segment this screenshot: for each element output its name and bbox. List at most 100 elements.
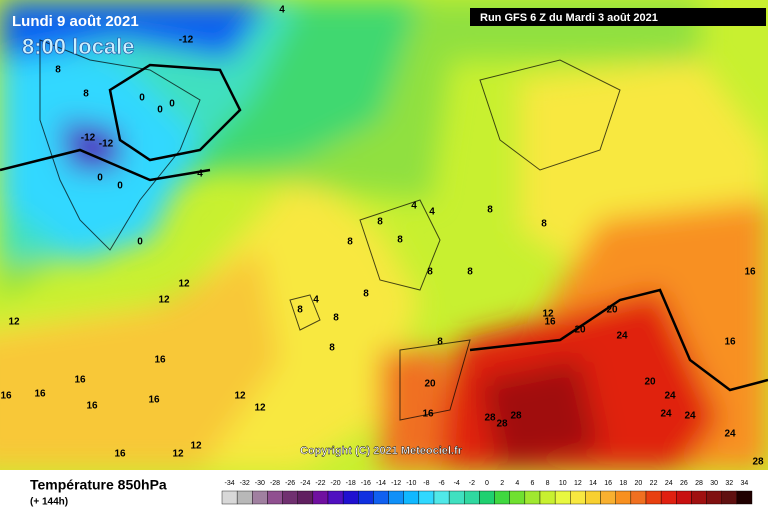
copyright: Copyright (C) 2021 Meteociel.fr xyxy=(300,445,463,457)
contour-label: 28 xyxy=(510,411,522,422)
contour-label: 28 xyxy=(496,419,508,430)
contour-label: 8 xyxy=(427,267,433,278)
scale-swatch xyxy=(509,490,526,505)
run-box xyxy=(470,8,766,26)
scale-label: 4 xyxy=(515,480,519,487)
scale-label: -10 xyxy=(406,480,416,487)
scale-label: 2 xyxy=(500,480,504,487)
contour-label: 16 xyxy=(34,389,46,400)
contour-label: 4 xyxy=(429,207,435,218)
contour-label: 8 xyxy=(347,237,353,248)
contour-label: 12 xyxy=(254,403,266,414)
contour-label: 4 xyxy=(279,5,285,16)
contour-label: 12 xyxy=(542,309,554,320)
contour-label: 16 xyxy=(544,317,556,328)
scale-label: 34 xyxy=(741,480,749,487)
scale-label: 18 xyxy=(619,480,627,487)
scale-swatch xyxy=(373,490,389,505)
contour-label: 12 xyxy=(190,441,202,452)
scale-label: 20 xyxy=(635,480,643,487)
scale-label: -20 xyxy=(331,480,341,487)
scale-swatch xyxy=(479,490,495,505)
local-time: 8:00 locale xyxy=(22,34,135,59)
scale-swatch xyxy=(267,490,283,505)
scale-label: -22 xyxy=(315,480,325,487)
scale-label: 16 xyxy=(604,480,612,487)
contour-label: 24 xyxy=(724,429,736,440)
scale-label: -12 xyxy=(391,480,401,487)
contour-label: -12 xyxy=(99,139,114,150)
contour-label: 0 xyxy=(157,105,163,116)
scale-label: 32 xyxy=(725,480,733,487)
scale-label: -32 xyxy=(240,480,250,487)
scale-swatch xyxy=(615,490,632,505)
scale-label: 26 xyxy=(680,480,688,487)
scale-label: 6 xyxy=(530,480,534,487)
scale-label: 30 xyxy=(710,480,718,487)
contour-label: 24 xyxy=(684,411,696,422)
scale-swatch xyxy=(706,490,722,505)
scale-swatch xyxy=(221,490,238,505)
contour-label: 12 xyxy=(234,391,246,402)
scale-swatch xyxy=(585,490,601,505)
contour-label: 8 xyxy=(297,305,303,316)
scale-swatch xyxy=(433,490,450,505)
scale-swatch xyxy=(645,490,662,505)
contour-label: 24 xyxy=(616,331,628,342)
contour-label: 8 xyxy=(363,289,369,300)
contour-label: 0 xyxy=(117,181,123,192)
contour-label: 0 xyxy=(137,237,143,248)
contour-label: 4 xyxy=(313,295,319,306)
contour-label: 16 xyxy=(724,337,736,348)
contour-label: 8 xyxy=(55,65,61,76)
contour-label: 16 xyxy=(114,449,126,460)
scale-label: 22 xyxy=(650,480,658,487)
scale-swatch xyxy=(388,490,404,505)
scale-swatch xyxy=(554,490,571,505)
scale-swatch xyxy=(494,490,510,505)
scale-label: -26 xyxy=(285,480,295,487)
contour-label: 0 xyxy=(97,173,103,184)
contour-label: 12 xyxy=(158,295,170,306)
scale-swatch xyxy=(464,490,480,505)
scale-swatch xyxy=(539,490,556,505)
contour-label: 16 xyxy=(0,391,12,402)
scale-swatch xyxy=(342,490,359,505)
contour-label: 8 xyxy=(437,337,443,348)
scale-label: 14 xyxy=(589,480,597,487)
contour-label: 0 xyxy=(169,99,175,110)
contour-label: 4 xyxy=(411,201,417,212)
scale-label: -28 xyxy=(270,480,280,487)
contour-label: 8 xyxy=(333,313,339,324)
date: Lundi 9 août 2021 xyxy=(12,13,139,30)
scale-swatch xyxy=(660,490,677,505)
contour-label: 8 xyxy=(541,219,547,230)
scale-label: -30 xyxy=(255,480,265,487)
contour-label: 20 xyxy=(644,377,656,388)
scale-label: -18 xyxy=(346,480,356,487)
scale-label: -6 xyxy=(438,480,444,487)
lead-time: (+ 144h) xyxy=(30,497,68,508)
scale-label: -16 xyxy=(361,480,371,487)
scale-swatch xyxy=(736,490,753,505)
contour-label: 16 xyxy=(74,375,86,386)
contour-label: 16 xyxy=(154,355,166,366)
scale-swatch xyxy=(524,490,541,505)
contour-label: 16 xyxy=(148,395,160,406)
contour-label: 8 xyxy=(377,217,383,228)
scale-swatch xyxy=(630,490,647,505)
contour-label: -12 xyxy=(81,133,96,144)
scale-swatch xyxy=(403,490,420,505)
scale-swatch xyxy=(721,490,738,505)
contour-label: 8 xyxy=(329,343,335,354)
scale-label: 0 xyxy=(485,480,489,487)
contour-label: 8 xyxy=(467,267,473,278)
scale-swatch xyxy=(600,490,616,505)
scale-swatch xyxy=(691,490,707,505)
scale-label: -34 xyxy=(225,480,235,487)
scale-label: 10 xyxy=(559,480,567,487)
scale-swatch xyxy=(282,490,298,505)
scale-swatch xyxy=(676,490,692,505)
contour-label: -12 xyxy=(179,35,194,46)
